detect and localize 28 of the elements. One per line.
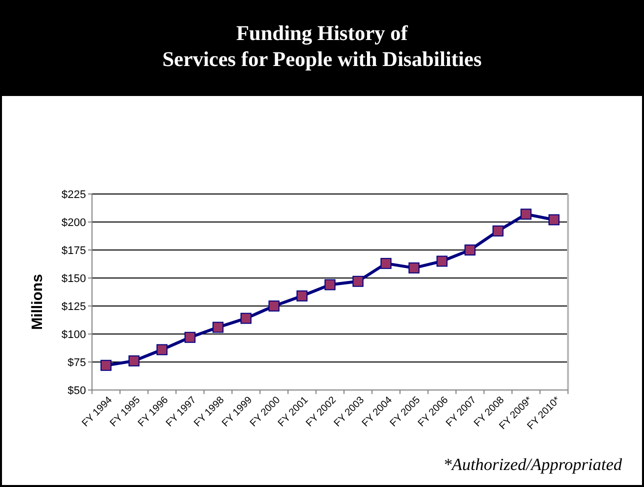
point bbox=[212, 322, 224, 333]
point bbox=[156, 344, 168, 356]
point bbox=[464, 244, 476, 256]
text: *Authorized/Appropriated bbox=[443, 455, 622, 474]
point bbox=[436, 256, 448, 267]
y-tick-label: $200 bbox=[62, 216, 86, 229]
point bbox=[240, 312, 252, 324]
point bbox=[268, 300, 280, 312]
y-tick-label: $150 bbox=[62, 272, 86, 285]
point bbox=[520, 208, 532, 220]
point bbox=[492, 225, 504, 236]
point bbox=[324, 279, 336, 290]
y-tick-label: $175 bbox=[62, 244, 86, 257]
y-tick-label: $75 bbox=[68, 356, 86, 369]
y-tick-label: $225 bbox=[62, 188, 86, 201]
chart-title: Funding History of Services for People with Disabilities bbox=[162, 21, 482, 71]
point bbox=[100, 360, 112, 371]
point bbox=[128, 355, 140, 366]
point bbox=[548, 214, 560, 226]
y-tick-label: $125 bbox=[62, 300, 86, 313]
point bbox=[352, 276, 364, 287]
y-tick-label: $50 bbox=[68, 384, 86, 397]
point bbox=[380, 258, 392, 269]
point bbox=[408, 262, 420, 274]
point bbox=[184, 332, 196, 343]
y-axis-title: Millions bbox=[29, 274, 46, 330]
point bbox=[296, 290, 308, 302]
y-tick-label: $100 bbox=[62, 328, 86, 341]
